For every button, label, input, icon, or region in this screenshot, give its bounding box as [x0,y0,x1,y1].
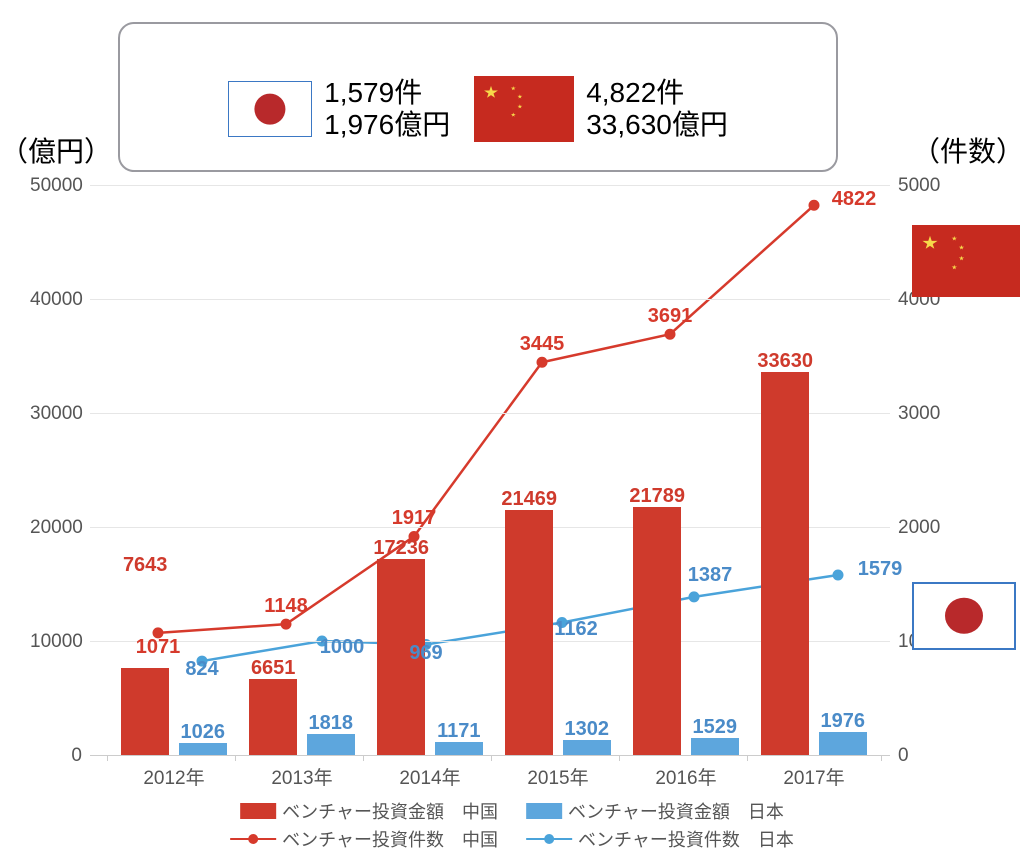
y-right-tick: 5000 [898,175,940,197]
y-left-tick: 50000 [30,175,82,197]
legend-row: ベンチャー投資件数 中国 ベンチャー投資件数 日本 [230,826,794,852]
point-japan-label: 1162 [554,618,597,641]
bar-china [761,372,809,755]
x-tick-mark [747,755,748,761]
y-right-axis-label: （件数） [912,130,1024,170]
x-tick-mark [881,755,882,761]
y-right-tick: 2000 [898,517,940,539]
bar-japan-label: 1171 [437,720,480,743]
point-china-label: 3445 [520,333,565,356]
bar-japan-label: 1818 [309,712,354,735]
y-right-tick: 0 [898,745,909,767]
bar-china [121,668,169,755]
legend-row: ベンチャー投資金額 中国 ベンチャー投資金額 日本 [230,798,794,824]
bar-japan [179,743,227,755]
bar-china-label: 7643 [123,554,168,577]
japan-flag-icon [228,81,312,137]
x-tick-mark [235,755,236,761]
china-amount: 33,630億円 [586,109,728,141]
bar-japan [435,742,483,755]
y-left-axis-label: （億円） [0,130,112,170]
bar-japan [691,738,739,755]
x-tick: 2012年 [143,763,204,790]
x-tick-mark [363,755,364,761]
bar-china-label: 33630 [757,350,813,373]
grid-line [90,299,890,300]
point-china-label: 1148 [264,595,307,618]
x-tick: 2016年 [655,763,716,790]
legend-label: ベンチャー投資件数 中国 [282,826,498,852]
china-summary: 4,822件 33,630億円 [474,76,728,142]
x-tick: 2017年 [783,763,844,790]
legend-item: ベンチャー投資件数 日本 [526,826,794,852]
bar-china-label: 6651 [251,657,296,680]
bar-japan-label: 1302 [565,718,610,741]
point-china [665,329,675,339]
point-japan-label: 824 [185,658,218,681]
japan-summary: 1,579件 1,976億円 [228,77,450,141]
point-china-label: 4822 [832,188,877,211]
x-tick-mark [619,755,620,761]
bar-china-label: 17236 [373,537,429,560]
bar-japan-label: 1026 [181,721,226,744]
chart-legend: ベンチャー投資金額 中国ベンチャー投資金額 日本ベンチャー投資件数 中国ベンチャ… [230,796,794,852]
bar-china [249,679,297,755]
legend-line-icon [230,838,276,840]
x-tick-mark [491,755,492,761]
legend-item: ベンチャー投資金額 中国 [240,798,498,824]
y-left-tick: 20000 [30,517,82,539]
bar-japan [563,740,611,755]
point-china-label: 3691 [648,305,693,328]
japan-amount: 1,976億円 [324,109,450,141]
y-left-tick: 30000 [30,403,82,425]
legend-label: ベンチャー投資件数 日本 [578,826,794,852]
header-summary-box: 1,579件 1,976億円 4,822件 33,630億円 [118,22,838,172]
y-left-tick: 40000 [30,289,82,311]
chart-plot-area: 0100002000030000400005000001000200030004… [90,185,890,755]
legend-item: ベンチャー投資金額 日本 [526,798,784,824]
point-china [537,357,547,367]
point-japan-label: 1000 [320,636,365,659]
x-tick: 2015年 [527,763,588,790]
point-china-label: 1071 [136,636,181,659]
x-axis-baseline [90,755,890,756]
legend-label: ベンチャー投資金額 日本 [568,798,784,824]
china-flag-icon [474,76,574,142]
bar-japan-label: 1976 [821,710,866,733]
legend-swatch-icon [526,803,562,819]
bar-china [633,507,681,755]
y-left-tick: 0 [30,745,82,767]
point-japan-label: 969 [409,642,442,665]
point-japan-label: 1387 [688,564,733,587]
bar-china-label: 21469 [501,488,557,511]
china-count: 4,822件 [586,77,728,109]
japan-count: 1,579件 [324,77,450,109]
bar-japan [819,732,867,755]
bar-china [505,510,553,755]
x-tick: 2014年 [399,763,460,790]
point-china [281,619,291,629]
point-china-label: 1917 [392,507,437,530]
china-flag-side-icon [912,225,1020,297]
bar-japan-label: 1529 [693,716,738,739]
x-tick: 2013年 [271,763,332,790]
bar-china-label: 21789 [629,485,685,508]
legend-item: ベンチャー投資件数 中国 [230,826,498,852]
point-japan [833,570,843,580]
point-china [809,200,819,210]
y-left-tick: 10000 [30,631,82,653]
grid-line [90,185,890,186]
y-right-tick: 3000 [898,403,940,425]
x-tick-mark [107,755,108,761]
bar-japan [307,734,355,755]
point-japan [689,592,699,602]
legend-label: ベンチャー投資金額 中国 [282,798,498,824]
legend-line-icon [526,838,572,840]
japan-flag-side-icon [912,582,1016,650]
legend-swatch-icon [240,803,276,819]
point-japan-label: 1579 [858,558,903,581]
